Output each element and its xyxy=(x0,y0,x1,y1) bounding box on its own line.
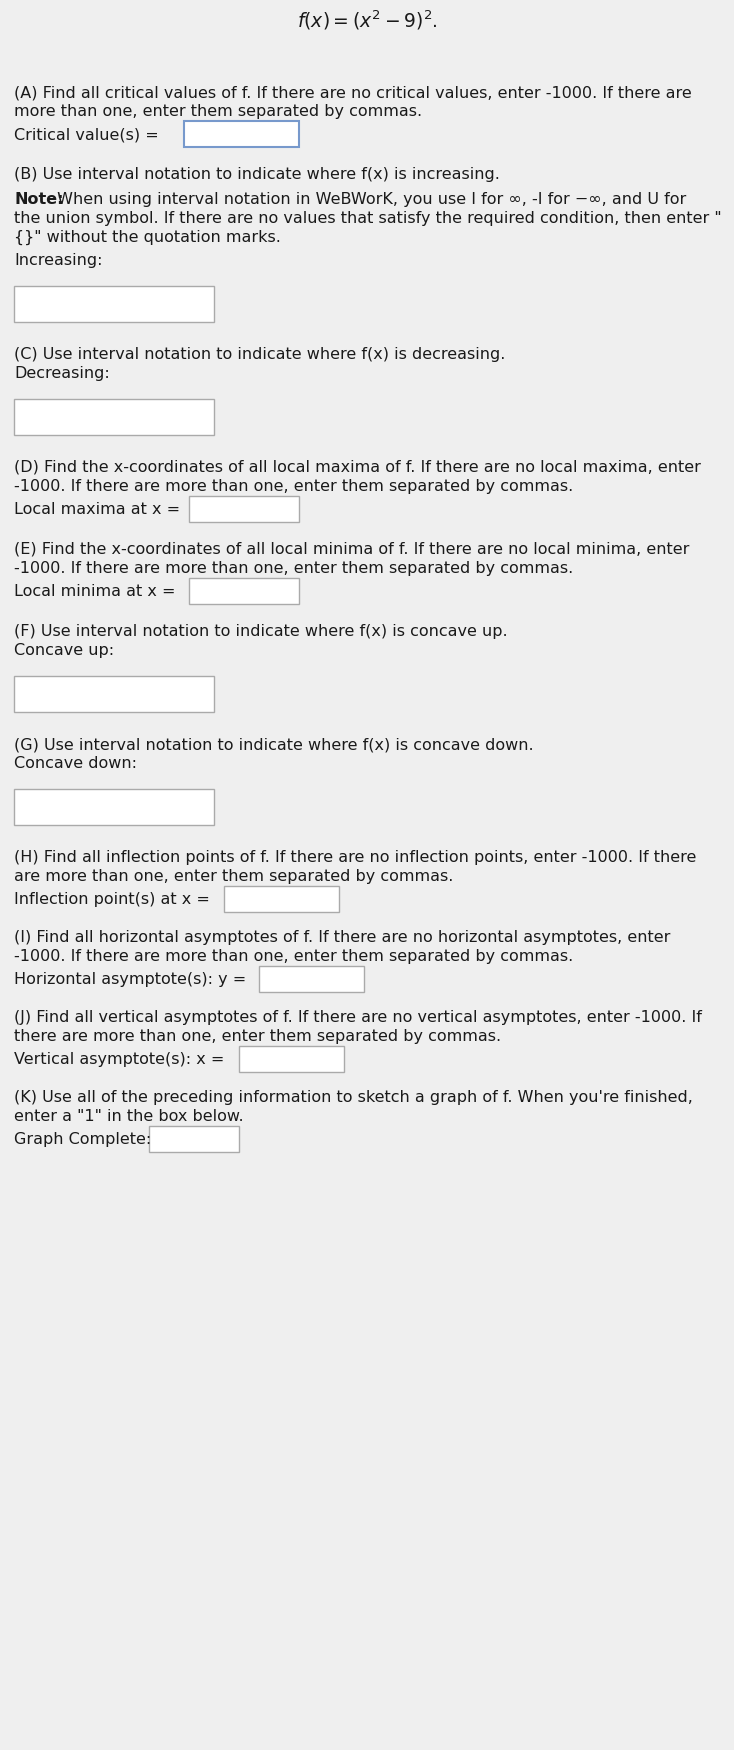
Bar xyxy=(224,886,339,912)
Text: (B) Use interval notation to indicate where f(x) is increasing.: (B) Use interval notation to indicate wh… xyxy=(14,166,500,182)
Text: Local minima at x =: Local minima at x = xyxy=(14,584,175,598)
Text: (G) Use interval notation to indicate where f(x) is concave down.: (G) Use interval notation to indicate wh… xyxy=(14,737,534,752)
Text: Concave up:: Concave up: xyxy=(14,642,114,658)
Text: Critical value(s) =: Critical value(s) = xyxy=(14,128,159,142)
Text: Note:: Note: xyxy=(14,192,64,206)
Text: (D) Find the x-coordinates of all local maxima of f. If there are no local maxim: (D) Find the x-coordinates of all local … xyxy=(14,460,701,474)
Text: -1000. If there are more than one, enter them separated by commas.: -1000. If there are more than one, enter… xyxy=(14,562,573,576)
Bar xyxy=(189,495,299,522)
Text: enter a "1" in the box below.: enter a "1" in the box below. xyxy=(14,1110,244,1124)
Bar xyxy=(149,1125,239,1152)
Text: {}" without the quotation marks.: {}" without the quotation marks. xyxy=(14,229,281,245)
Text: Local maxima at x =: Local maxima at x = xyxy=(14,502,180,516)
Bar xyxy=(239,1046,344,1073)
Text: Inflection point(s) at x =: Inflection point(s) at x = xyxy=(14,892,210,906)
Text: more than one, enter them separated by commas.: more than one, enter them separated by c… xyxy=(14,103,422,119)
Text: (J) Find all vertical asymptotes of f. If there are no vertical asymptotes, ente: (J) Find all vertical asymptotes of f. I… xyxy=(14,1010,702,1026)
Bar xyxy=(14,399,214,436)
Text: Decreasing:: Decreasing: xyxy=(14,366,110,382)
Text: When using interval notation in WeBWorK, you use I for ∞, -I for −∞, and U for: When using interval notation in WeBWorK,… xyxy=(52,192,686,206)
Bar xyxy=(14,285,214,322)
Text: (K) Use all of the preceding information to sketch a graph of f. When you're fin: (K) Use all of the preceding information… xyxy=(14,1090,693,1104)
Text: (A) Find all critical values of f. If there are no critical values, enter -1000.: (A) Find all critical values of f. If th… xyxy=(14,86,691,100)
Text: Concave down:: Concave down: xyxy=(14,756,137,772)
Bar xyxy=(189,578,299,604)
Text: (I) Find all horizontal asymptotes of f. If there are no horizontal asymptotes, : (I) Find all horizontal asymptotes of f.… xyxy=(14,929,670,945)
Bar xyxy=(14,789,214,824)
Text: the union symbol. If there are no values that satisfy the required condition, th: the union symbol. If there are no values… xyxy=(14,212,722,226)
Text: Vertical asymptote(s): x =: Vertical asymptote(s): x = xyxy=(14,1052,225,1068)
Bar xyxy=(184,121,299,147)
Text: Increasing:: Increasing: xyxy=(14,254,103,268)
Text: -1000. If there are more than one, enter them separated by commas.: -1000. If there are more than one, enter… xyxy=(14,480,573,494)
Text: are more than one, enter them separated by commas.: are more than one, enter them separated … xyxy=(14,870,454,884)
Text: (C) Use interval notation to indicate where f(x) is decreasing.: (C) Use interval notation to indicate wh… xyxy=(14,346,506,362)
Text: (E) Find the x-coordinates of all local minima of f. If there are no local minim: (E) Find the x-coordinates of all local … xyxy=(14,542,689,556)
Text: Graph Complete:: Graph Complete: xyxy=(14,1132,151,1146)
Text: -1000. If there are more than one, enter them separated by commas.: -1000. If there are more than one, enter… xyxy=(14,949,573,964)
Bar xyxy=(14,676,214,712)
Text: (F) Use interval notation to indicate where f(x) is concave up.: (F) Use interval notation to indicate wh… xyxy=(14,625,508,639)
Bar xyxy=(259,966,364,992)
Text: Horizontal asymptote(s): y =: Horizontal asymptote(s): y = xyxy=(14,971,246,987)
Text: there are more than one, enter them separated by commas.: there are more than one, enter them sepa… xyxy=(14,1029,501,1045)
Text: (H) Find all inflection points of f. If there are no inflection points, enter -1: (H) Find all inflection points of f. If … xyxy=(14,850,697,864)
Text: $f(x) = (x^2 - 9)^2.$: $f(x) = (x^2 - 9)^2.$ xyxy=(297,9,437,33)
